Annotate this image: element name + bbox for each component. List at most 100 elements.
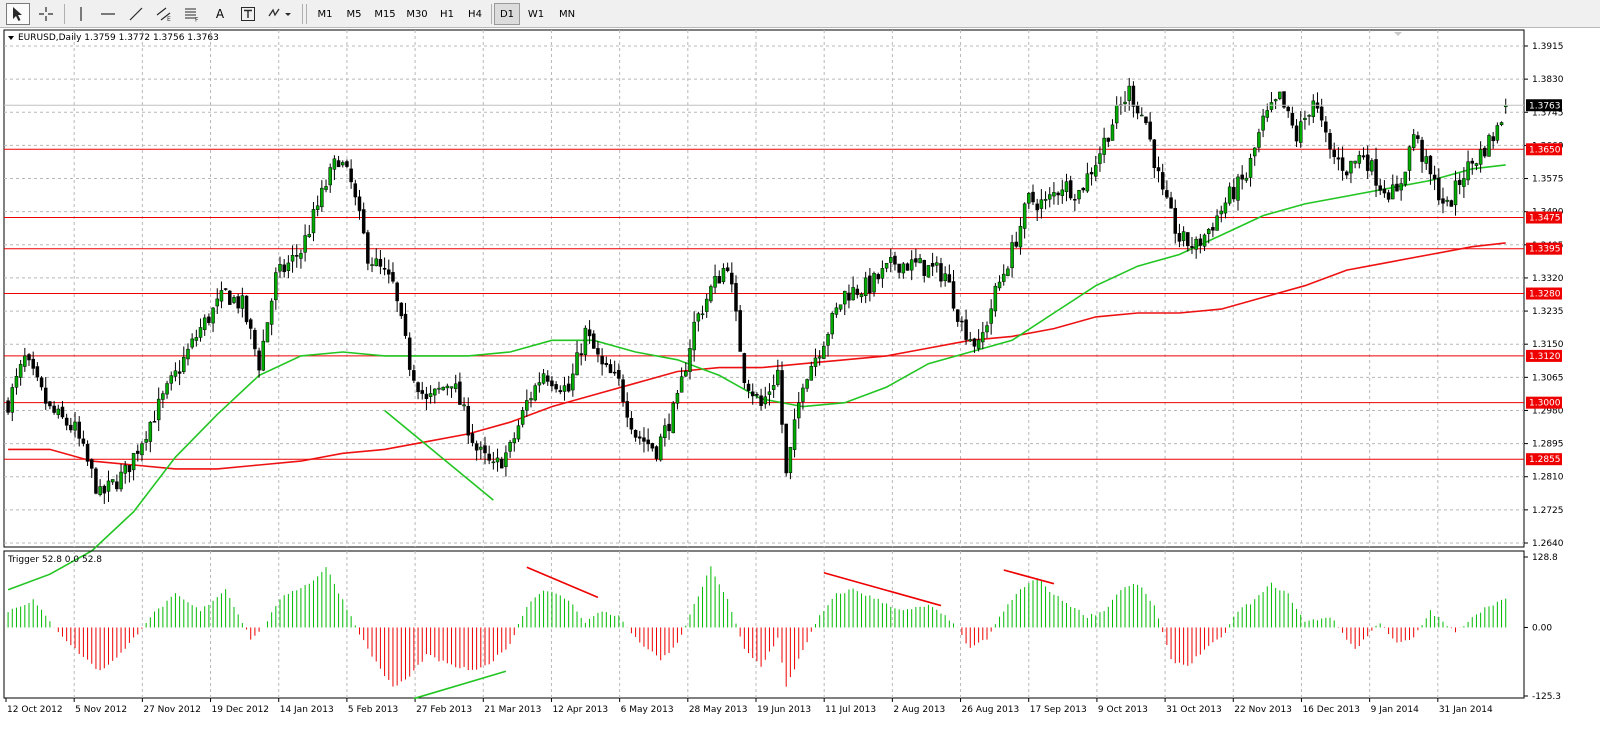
candle-body [826, 334, 830, 346]
candle-body [943, 273, 947, 281]
candle-body [1010, 242, 1014, 269]
candle [1248, 153, 1253, 187]
candle [1386, 189, 1391, 203]
candle [1106, 137, 1111, 148]
candle [1395, 175, 1399, 192]
timeframe-button-m15[interactable]: M15 [374, 8, 396, 20]
candle-body [918, 258, 922, 264]
candle-body [1269, 102, 1274, 110]
chart-area[interactable]: 1.39151.38301.37451.36601.35751.34901.34… [0, 28, 1600, 730]
candle-body [244, 295, 249, 323]
level-label: 1.3000 [1529, 399, 1561, 409]
candle-body [1495, 125, 1500, 141]
timeframe-button-h1[interactable]: H1 [440, 8, 454, 20]
candle-body [1332, 149, 1336, 158]
candle-body [370, 264, 374, 266]
x-tick-label: 21 Mar 2013 [484, 705, 541, 715]
arrows-dropdown-button[interactable] [264, 3, 296, 25]
candle-body [1428, 155, 1433, 175]
candle [1173, 199, 1177, 244]
candle-body [805, 379, 809, 389]
candle-body [487, 453, 491, 461]
candle-body [955, 309, 960, 322]
candle-body [1340, 157, 1345, 171]
candle [437, 381, 441, 394]
candle-body [1399, 183, 1403, 191]
candle-body [1466, 161, 1470, 181]
candle [1052, 182, 1056, 205]
candle [1474, 162, 1479, 171]
candle-body [700, 313, 705, 316]
horizontal-line-button[interactable] [96, 3, 120, 25]
candle [600, 348, 604, 376]
candle-body [1286, 106, 1290, 112]
symbol-menu-icon[interactable] [8, 36, 14, 40]
candle [1407, 145, 1412, 181]
candle-body [1031, 191, 1035, 203]
candle [370, 257, 374, 273]
candle-body [1211, 227, 1215, 231]
candle-body [780, 370, 784, 425]
candle [897, 263, 901, 279]
y-tick-label: 1.3575 [1532, 175, 1564, 185]
timeframe-button-m1[interactable]: M1 [317, 8, 333, 20]
candle [10, 383, 15, 422]
candle-body [407, 337, 412, 370]
text-tool-button[interactable]: A [208, 3, 232, 25]
candle [520, 406, 525, 428]
candle [813, 348, 818, 377]
timeframe-button-m5[interactable]: M5 [346, 8, 362, 20]
candle-body [416, 382, 420, 393]
candle-body [742, 353, 747, 383]
candle-body [366, 232, 370, 264]
candle [1349, 160, 1353, 184]
candle-body [529, 398, 533, 401]
candle [374, 248, 378, 267]
candle [939, 257, 943, 288]
candle [1411, 128, 1416, 152]
candle-body [583, 327, 588, 355]
candle [1261, 108, 1265, 138]
timeframe-button-h4[interactable]: H4 [468, 8, 482, 20]
candle-body [458, 381, 462, 405]
candle-body [186, 348, 190, 360]
trendline-button[interactable] [124, 3, 148, 25]
text-label-button[interactable] [236, 3, 260, 25]
candle-body [600, 356, 604, 365]
candle [127, 465, 132, 483]
vertical-line-button[interactable] [70, 3, 92, 25]
y-tick-label: 1.2980 [1532, 406, 1564, 416]
candle-body [968, 339, 973, 342]
candle [960, 316, 964, 332]
candle [1232, 178, 1236, 203]
candle [1022, 202, 1027, 239]
timeframe-button-m30[interactable]: M30 [406, 8, 428, 20]
candle [663, 418, 667, 447]
candle [901, 262, 906, 279]
candle-body [1156, 167, 1161, 172]
candle [742, 352, 747, 389]
candle [131, 453, 136, 481]
timeframe-button-d1[interactable]: D1 [494, 3, 520, 25]
candle-body [642, 437, 646, 442]
candle-body [1411, 134, 1416, 148]
timeframe-button-mn[interactable]: MN [558, 8, 576, 20]
candle [1345, 170, 1349, 180]
candle-body [1098, 153, 1102, 164]
candle-body [1252, 147, 1257, 157]
candle-body [1169, 197, 1173, 209]
timeframe-button-w1[interactable]: W1 [527, 8, 545, 20]
x-tick-label: 27 Feb 2013 [416, 705, 472, 715]
cursor-button[interactable] [6, 3, 30, 25]
candle [1499, 121, 1504, 127]
candle [679, 367, 684, 393]
candle [880, 260, 885, 288]
crosshair-button[interactable] [34, 3, 58, 25]
fibonacci-button[interactable]: F [180, 3, 204, 25]
horizontal-line-icon [101, 13, 115, 15]
candle [416, 381, 420, 400]
candle [1319, 98, 1324, 127]
candle-body [704, 298, 709, 312]
chart-shift-icon[interactable] [1394, 32, 1402, 36]
channel-button[interactable]: E [152, 3, 176, 25]
